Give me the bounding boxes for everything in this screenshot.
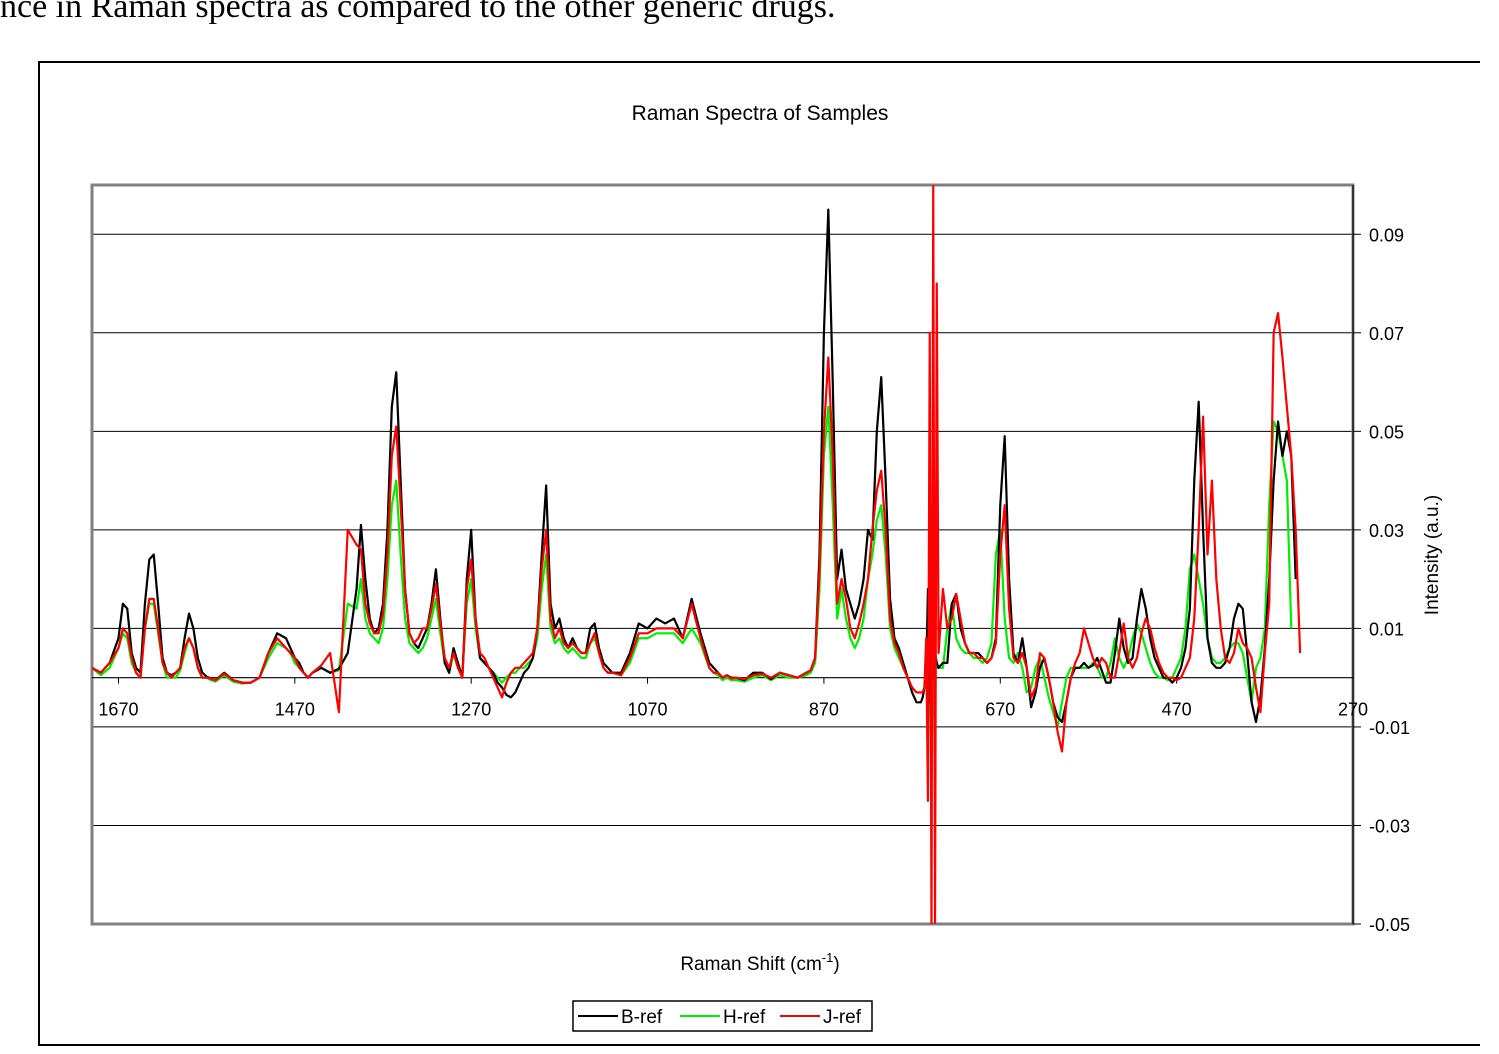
y-axis-label: Intensity (a.u.) — [1422, 495, 1443, 615]
y-tick-label: -0.03 — [1369, 816, 1410, 836]
x-tick-label: 1270 — [451, 700, 491, 720]
grid-lines — [92, 233, 1353, 925]
y-tick-label: 0.05 — [1369, 422, 1404, 442]
x-tick-label: 670 — [985, 700, 1015, 720]
x-tick-labels: 1670 1470 1270 1070 870 670 470 270 — [98, 700, 1368, 720]
legend-entry: B-ref — [578, 1007, 663, 1028]
x-tick-label: 270 — [1338, 700, 1368, 720]
legend-label: B-ref — [621, 1007, 663, 1028]
series-line-j-ref — [92, 185, 1302, 924]
series-line-h-ref — [92, 405, 1293, 778]
x-axis-label-close: ) — [833, 954, 839, 975]
chart-svg: Raman Spectra of Samples 0.090.070.050.0… — [90, 102, 1443, 1032]
x-axis-label-superscript: -1 — [822, 950, 834, 965]
document-text-fragment: nce in Raman spectra as compared to the … — [0, 0, 836, 25]
y-tick-label: 0.03 — [1369, 521, 1404, 541]
axes — [92, 185, 1361, 925]
legend-entries: B-ref H-ref J-ref — [578, 1007, 862, 1028]
chart-title: Raman Spectra of Samples — [632, 102, 889, 125]
chart-area: Raman Spectra of Samples 0.09 0.07 0.05 0.0… — [38, 61, 1480, 1046]
plot-area-border — [90, 183, 1355, 926]
legend: B-ref H-ref J-ref — [572, 1000, 873, 1032]
legend-entry: J-ref — [780, 1007, 862, 1028]
y-tick-labels: 0.09 0.07 0.05 0.03 0.01 -0.01 -0.03 -0.05 — [1369, 225, 1410, 935]
legend-label: J-ref — [823, 1007, 862, 1028]
x-tick-label: 870 — [809, 700, 839, 720]
y-tick-label: 0.09 — [1369, 225, 1404, 245]
x-tick-label: 1670 — [98, 700, 138, 720]
legend-entry: H-ref — [680, 1007, 766, 1028]
x-axis-label-main: Raman Shift (cm — [680, 954, 821, 975]
y-tick-label: -0.05 — [1369, 915, 1410, 935]
legend-label: H-ref — [723, 1007, 766, 1028]
legend-box — [572, 1000, 873, 1032]
y-tick-label: 0.07 — [1369, 324, 1404, 344]
x-tick-label: 1070 — [628, 700, 668, 720]
series-lines — [92, 185, 1302, 924]
y-tick-label: -0.01 — [1369, 718, 1410, 738]
x-axis-label: Raman Shift (cm-1) — [680, 950, 839, 975]
x-tick-label: 1470 — [275, 700, 315, 720]
y-tick-label: 0.01 — [1369, 619, 1404, 639]
x-tick-label: 470 — [1162, 700, 1192, 720]
